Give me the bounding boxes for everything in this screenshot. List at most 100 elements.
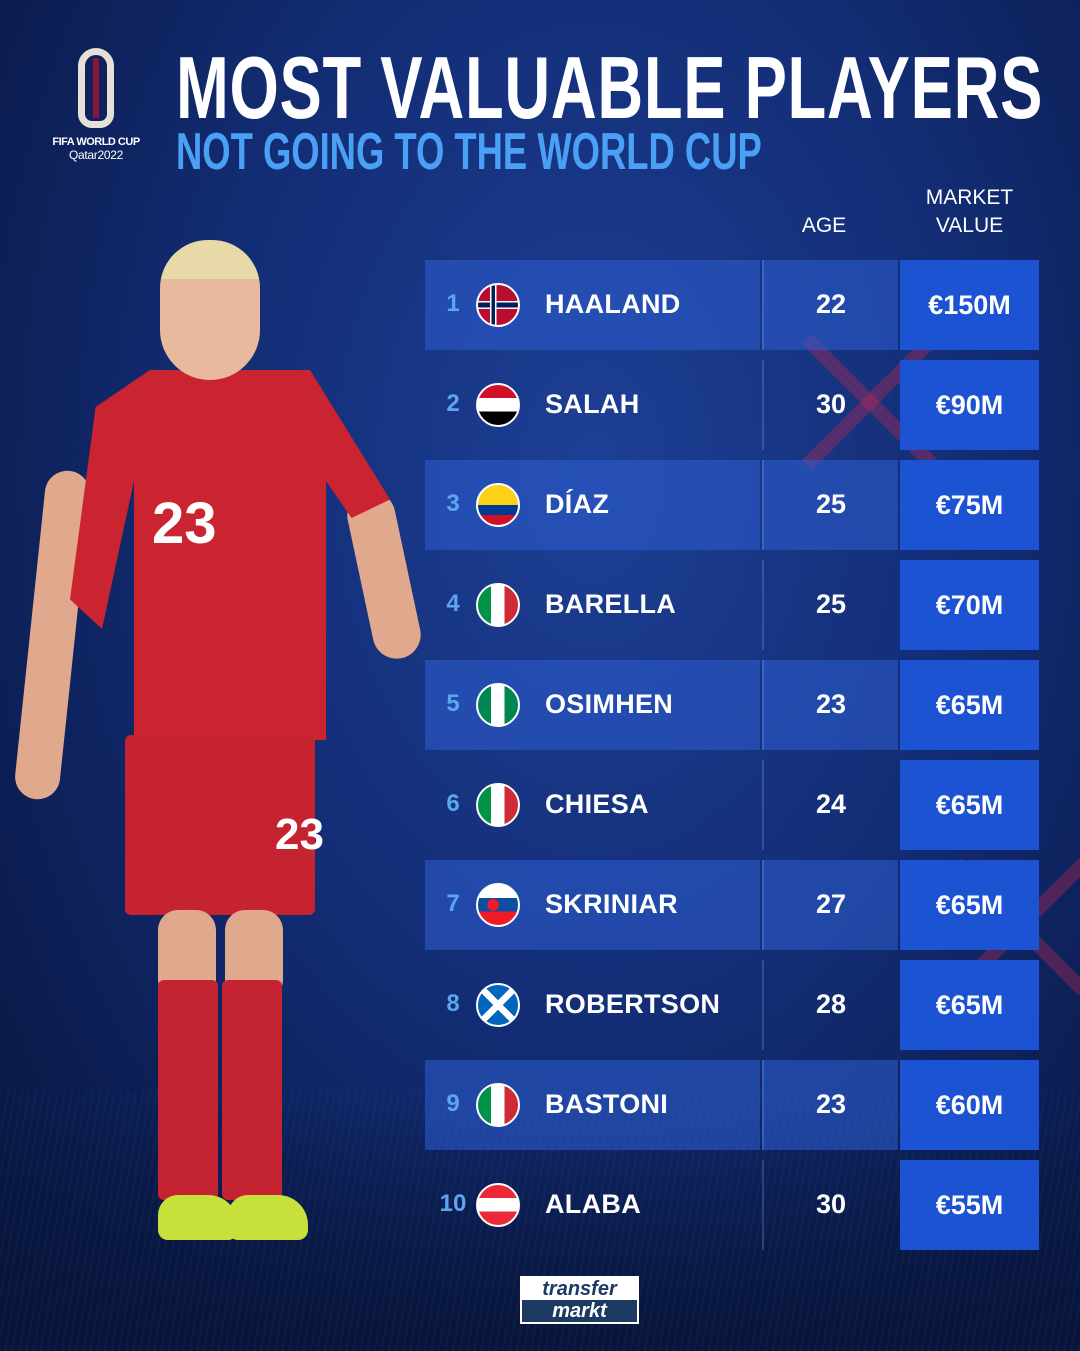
rank: 6 (446, 790, 460, 817)
player-name: BASTONI (545, 1089, 669, 1119)
scotland-flag-icon (476, 983, 520, 1027)
rank: 2 (446, 390, 460, 417)
player-sock (158, 980, 218, 1200)
market-value-column-header: MARKET VALUE (900, 184, 1039, 240)
world-cup-logo: FIFA WORLD CUP Qatar2022 (48, 48, 144, 162)
age-cell: 25 (762, 560, 898, 650)
rank: 9 (446, 1090, 460, 1117)
player-sock (222, 980, 282, 1200)
player-age: 30 (815, 1189, 847, 1219)
brand-line2: markt (522, 1300, 637, 1322)
player-age: 30 (815, 389, 847, 419)
age-cell: 30 (762, 1160, 898, 1250)
norway-flag-icon (476, 283, 520, 327)
table-row: 3 DÍAZ 25 €75M (425, 460, 1039, 550)
table-row: 6 CHIESA 24 €65M (425, 760, 1039, 850)
table-row: 8 ROBERTSON 28 €65M (425, 960, 1039, 1050)
market-value: €90M (900, 360, 1039, 450)
nigeria-flag-icon (476, 683, 520, 727)
transfermarkt-logo: transfer markt (520, 1276, 639, 1324)
name-cell: 5 OSIMHEN (425, 660, 760, 750)
rank: 1 (446, 290, 460, 317)
player-boot (228, 1195, 308, 1240)
table-row: 5 OSIMHEN 23 €65M (425, 660, 1039, 750)
brand-line1: transfer (542, 1278, 617, 1300)
player-age: 23 (815, 1089, 847, 1119)
market-value: €65M (900, 660, 1039, 750)
player-age: 25 (815, 489, 847, 519)
age-cell: 27 (762, 860, 898, 950)
market-value-header-line1: MARKET (925, 186, 1014, 209)
table-row: 1 HAALAND 22 €150M (425, 260, 1039, 350)
player-name: HAALAND (545, 289, 681, 319)
rank: 8 (446, 990, 460, 1017)
table-row: 10 ALABA 30 €55M (425, 1160, 1039, 1250)
player-name: DÍAZ (545, 489, 610, 519)
age-cell: 25 (762, 460, 898, 550)
player-shorts (125, 735, 315, 915)
name-cell: 4 BARELLA (425, 560, 760, 650)
age-cell: 23 (762, 1060, 898, 1150)
player-name: ROBERTSON (545, 989, 721, 1019)
player-name: SKRINIAR (545, 889, 678, 919)
player-age: 27 (815, 889, 847, 919)
colombia-flag-icon (476, 483, 520, 527)
market-value: €55M (900, 1160, 1039, 1250)
table-row: 7 SKRINIAR 27 €65M (425, 860, 1039, 950)
table-row: 9 BASTONI 23 €60M (425, 1060, 1039, 1150)
page-subtitle: NOT GOING TO THE WORLD CUP (176, 123, 762, 181)
player-name: ALABA (545, 1189, 641, 1219)
austria-flag-icon (476, 1183, 520, 1227)
italy-flag-icon (476, 583, 520, 627)
market-value: €60M (900, 1060, 1039, 1150)
shorts-number: 23 (275, 810, 324, 859)
market-value: €70M (900, 560, 1039, 650)
player-shirt (70, 370, 390, 740)
player-head (160, 240, 260, 380)
table-row: 4 BARELLA 25 €70M (425, 560, 1039, 650)
rank: 4 (446, 590, 460, 617)
player-age: 24 (815, 789, 847, 819)
italy-flag-icon (476, 783, 520, 827)
player-photo: 23 23 (12, 240, 430, 1250)
shirt-number: 23 (152, 491, 217, 556)
name-cell: 1 HAALAND (425, 260, 760, 350)
player-age: 25 (815, 589, 847, 619)
table-row: 2 SALAH 30 €90M (425, 360, 1039, 450)
name-cell: 2 SALAH (425, 360, 760, 450)
logo-line1: FIFA WORLD CUP (52, 136, 140, 148)
age-cell: 28 (762, 960, 898, 1050)
rank: 5 (446, 690, 460, 717)
market-value: €65M (900, 760, 1039, 850)
market-value: €75M (900, 460, 1039, 550)
player-age: 23 (815, 689, 847, 719)
name-cell: 8 ROBERTSON (425, 960, 760, 1050)
player-boot (158, 1195, 238, 1240)
name-cell: 7 SKRINIAR (425, 860, 760, 950)
age-cell: 24 (762, 760, 898, 850)
market-value-header-line2: VALUE (935, 214, 1004, 237)
name-cell: 10 ALABA (425, 1160, 760, 1250)
market-value: €65M (900, 860, 1039, 950)
name-cell: 3 DÍAZ (425, 460, 760, 550)
logo-line2: Qatar2022 (68, 148, 123, 162)
age-cell: 23 (762, 660, 898, 750)
player-age: 28 (815, 989, 847, 1019)
age-column-header: AGE (801, 214, 847, 237)
world-cup-trophy-icon (78, 48, 114, 128)
rank: 3 (446, 490, 460, 517)
egypt-flag-icon (476, 383, 520, 427)
market-value: €65M (900, 960, 1039, 1050)
market-value: €150M (900, 260, 1039, 350)
player-age: 22 (815, 289, 847, 319)
player-name: OSIMHEN (545, 689, 674, 719)
slovakia-flag-icon (476, 883, 520, 927)
player-arm (12, 468, 93, 802)
name-cell: 9 BASTONI (425, 1060, 760, 1150)
rank: 10 (439, 1190, 467, 1217)
player-name: BARELLA (545, 589, 677, 619)
rank: 7 (446, 890, 460, 917)
name-cell: 6 CHIESA (425, 760, 760, 850)
page-title: MOST VALUABLE PLAYERS (176, 38, 1044, 137)
age-cell: 30 (762, 360, 898, 450)
